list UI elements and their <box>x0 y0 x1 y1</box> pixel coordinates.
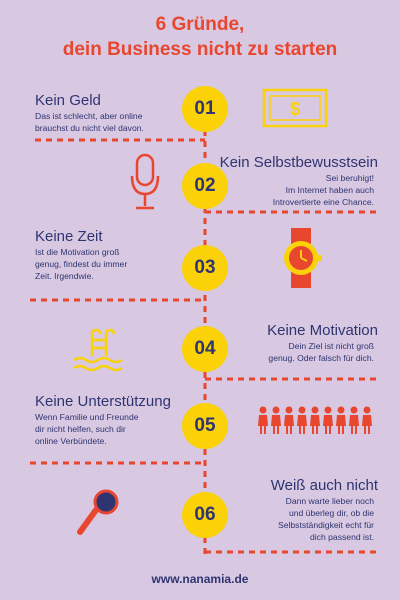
reason-05-heading: Keine Unterstützung <box>35 393 171 410</box>
reason-02-text: Sei beruhigt! Im Internet haben auch Int… <box>272 173 374 207</box>
title-line-2: dein Business nicht zu starten <box>62 39 338 60</box>
number-circle-05: 05 <box>182 403 228 449</box>
microphone-icon <box>130 153 160 210</box>
reason-02-heading: Kein Selbstbewusstsein <box>219 154 378 171</box>
swimming-pool-icon <box>73 328 123 372</box>
number-circle-06: 06 <box>182 492 228 538</box>
page-title: 6 Gründe, dein Business nicht zu starten <box>0 12 400 62</box>
reason-03-heading: Keine Zeit <box>35 228 103 245</box>
reason-01-heading: Kein Geld <box>35 92 101 109</box>
reason-01-text: Das ist schlecht, aber online brauchst d… <box>35 111 144 133</box>
reason-04-heading: Keine Motivation <box>267 322 378 339</box>
number-circle-03: 03 <box>182 245 228 291</box>
footer-url: www.nanamia.de <box>151 572 249 586</box>
reason-06-heading: Weiß auch nicht <box>270 477 378 494</box>
magnifying-glass-icon <box>77 489 119 535</box>
title-line-1: 6 Gründe, <box>155 14 245 35</box>
reason-03-text: Ist die Motivation groß genug, findest d… <box>35 247 128 281</box>
number-circle-01: 01 <box>182 86 228 132</box>
number-circle-04: 04 <box>182 326 228 372</box>
reason-04-text: Dein Ziel ist nicht groß genug. Oder fal… <box>268 341 374 363</box>
svg-text:$: $ <box>290 99 300 119</box>
number-circle-02: 02 <box>182 163 228 209</box>
reason-05-text: Wenn Familie und Freunde dir nicht helfe… <box>35 412 139 446</box>
people-group-icon <box>258 406 372 434</box>
reason-06-text: Dann warte lieber noch und überleg dir, … <box>277 496 374 542</box>
wristwatch-icon <box>284 228 322 288</box>
banknote-icon: $ <box>262 88 328 128</box>
